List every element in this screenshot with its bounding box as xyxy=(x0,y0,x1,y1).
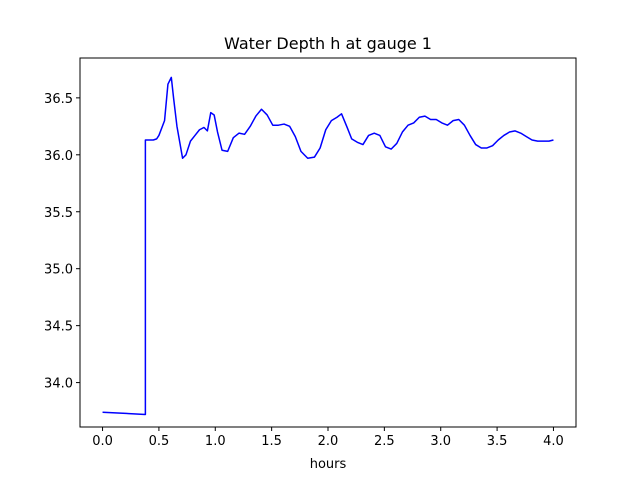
x-tick-label: 2.5 xyxy=(374,434,395,449)
y-tick-label: 35.0 xyxy=(44,263,73,278)
y-tick-label: 35.5 xyxy=(44,206,73,221)
plot-area xyxy=(102,76,554,416)
y-axis: 34.0 34.5 35.0 35.5 36.0 36.5 xyxy=(44,92,80,392)
y-tick-label: 36.5 xyxy=(44,92,73,107)
series-line-water-depth xyxy=(102,76,554,416)
x-tick-label: 3.0 xyxy=(430,434,451,449)
x-tick-label: 1.5 xyxy=(261,434,282,449)
x-tick-label: 0.0 xyxy=(92,434,113,449)
y-tick-label: 36.0 xyxy=(44,149,73,164)
x-axis-label: hours xyxy=(310,457,347,472)
x-tick-label: 3.5 xyxy=(487,434,508,449)
x-axis: 0.0 0.5 1.0 1.5 2.0 2.5 3.0 3.5 4.0 xyxy=(92,427,564,449)
y-tick-label: 34.0 xyxy=(44,377,73,392)
y-tick-label: 34.5 xyxy=(44,320,73,335)
chart-title: Water Depth h at gauge 1 xyxy=(224,34,432,53)
x-tick-label: 1.0 xyxy=(205,434,226,449)
x-tick-label: 0.5 xyxy=(149,434,170,449)
x-tick-label: 2.0 xyxy=(318,434,339,449)
x-tick-label: 4.0 xyxy=(543,434,564,449)
